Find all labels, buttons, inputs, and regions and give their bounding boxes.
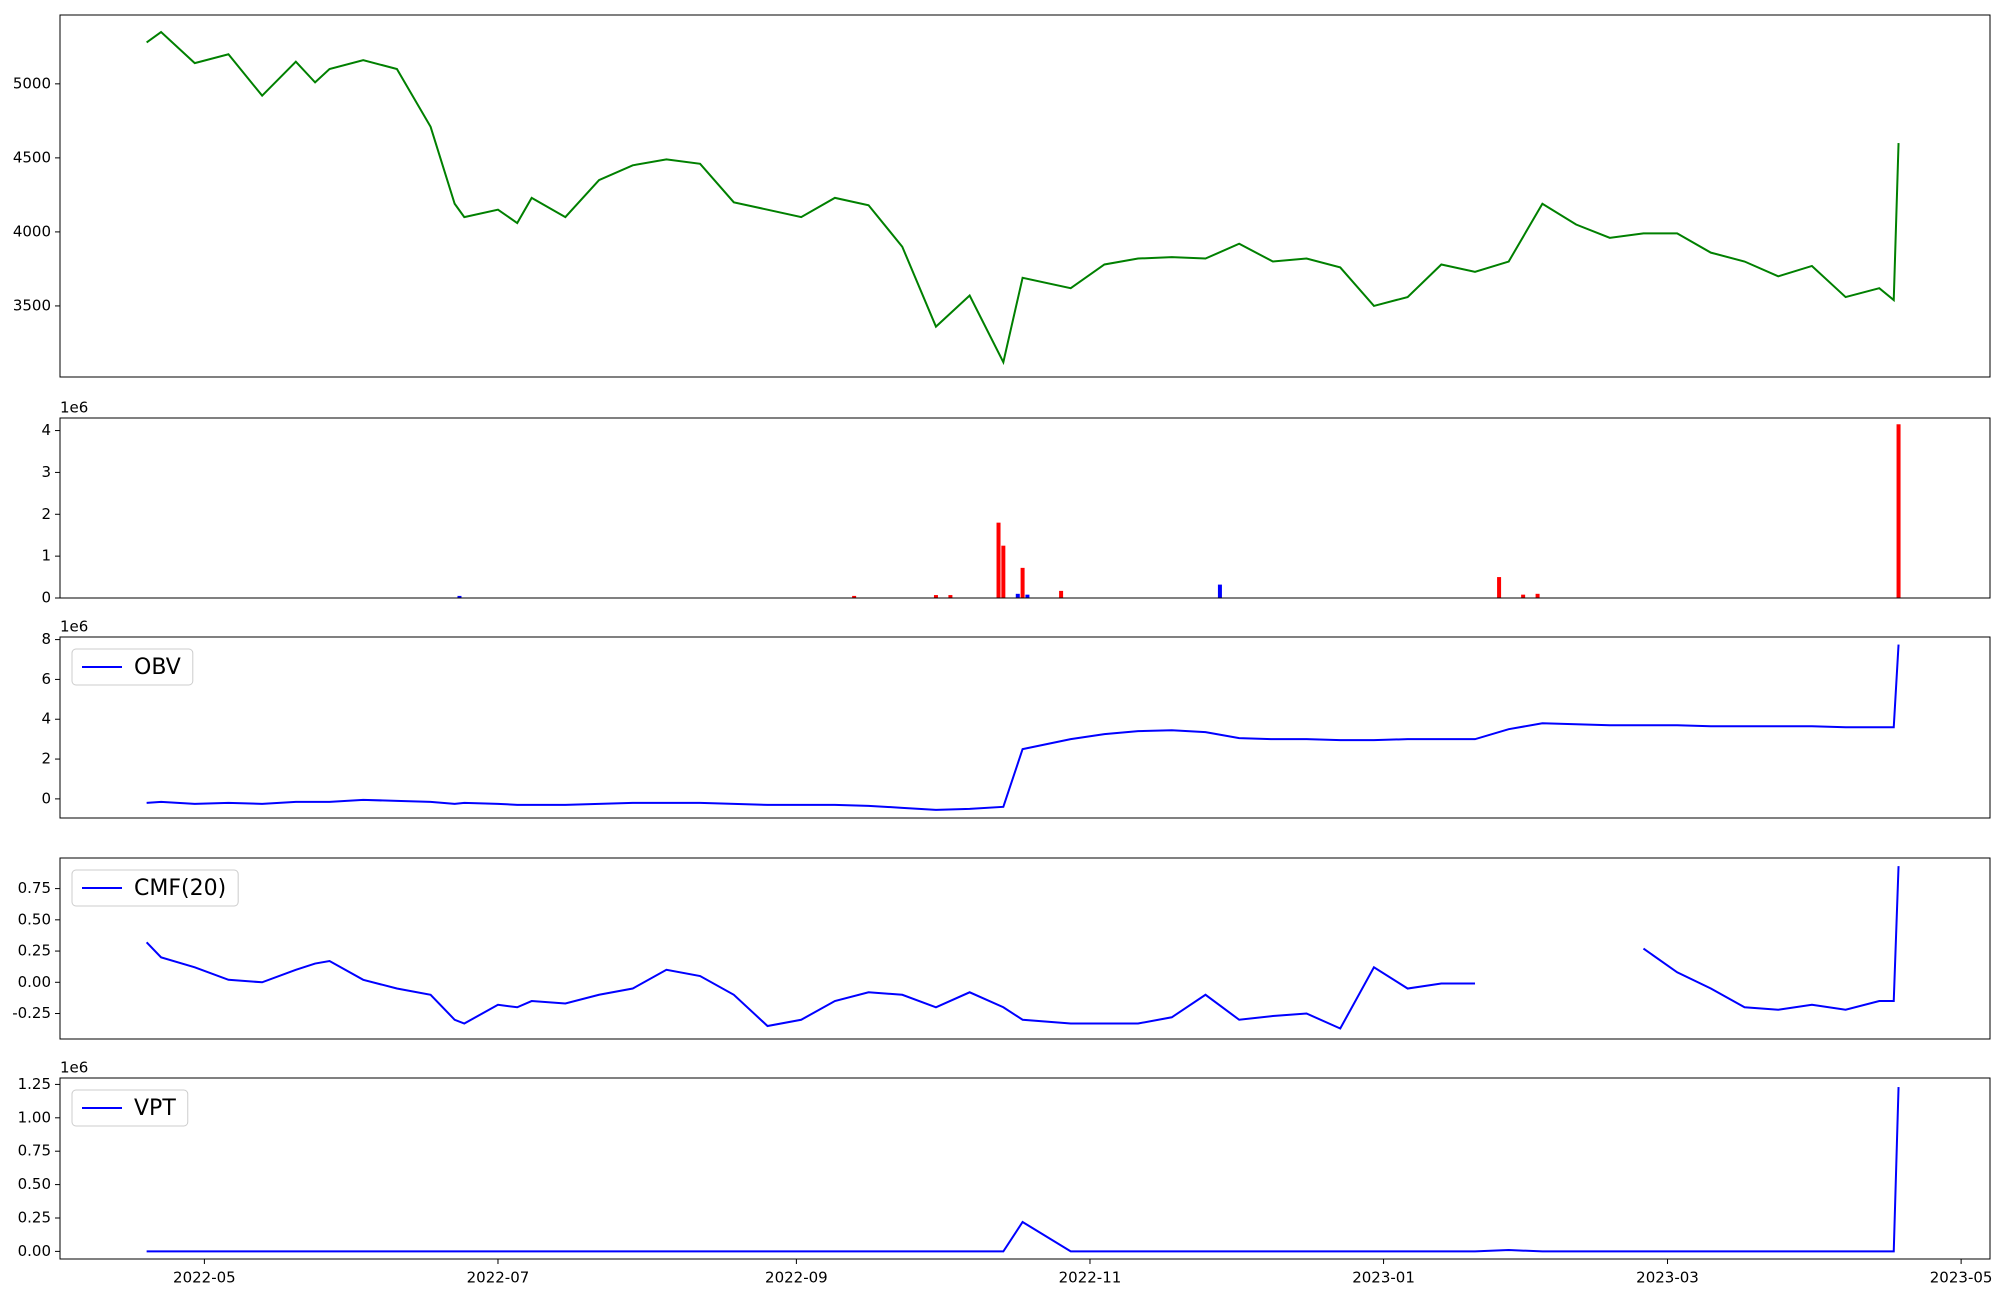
bar [852,595,857,598]
y-tick-label: 0 [41,589,51,607]
bar [1896,424,1901,598]
plot-frame [59,1077,1991,1260]
x-tick-label: 2022-05 [173,1269,236,1287]
y-tick-label: 1.00 [18,1108,51,1126]
series-line [145,866,1900,1030]
legend-label: VPT [134,1096,176,1121]
bar [1020,567,1025,598]
legend-box [71,648,194,686]
offset-label: 1e6 [60,618,88,636]
y-tick-label: 4 [41,421,51,439]
bar [457,595,462,598]
series-line [146,1087,1900,1253]
plot-frame [59,857,1991,1040]
bar [1217,584,1222,598]
legend-box [71,869,239,907]
bar [948,595,953,598]
y-tick-label: 3 [41,463,51,481]
series-line [146,30,1900,366]
y-tick-label: 1 [41,547,51,565]
bar [1015,593,1020,598]
bar [1535,593,1540,598]
bar [1025,594,1030,598]
y-tick-label: 4500 [13,148,51,166]
y-tick-label: 3500 [13,296,51,314]
plot-frame [59,14,1991,378]
offset-label: 1e6 [60,399,88,417]
legend-label: OBV [134,655,181,680]
bar [933,595,938,598]
y-tick-label: 0.25 [18,942,51,960]
y-tick-label: 5000 [13,74,51,92]
y-tick-label: 2 [41,505,51,523]
y-tick-label: 4 [41,710,51,728]
bar [1001,545,1006,598]
y-tick-label: 0.75 [18,1142,51,1160]
y-tick-label: 0.25 [18,1208,51,1226]
y-tick-label: 8 [41,630,51,648]
y-tick-label: 0 [41,789,51,807]
y-tick-label: 4000 [13,222,51,240]
bar [1497,577,1502,598]
y-tick-label: 6 [41,670,51,688]
x-tick-label: 2023-01 [1352,1269,1415,1287]
plot-frame [59,636,1991,819]
x-tick-label: 2023-03 [1636,1269,1699,1287]
y-tick-label: -0.25 [12,1004,51,1022]
y-tick-label: 0.50 [18,1175,51,1193]
bar [1059,590,1064,598]
x-tick-label: 2022-07 [467,1269,530,1287]
y-tick-label: 0.00 [18,1242,51,1260]
offset-label: 1e6 [60,1059,88,1077]
series-line [146,644,1900,811]
x-tick-label: 2022-09 [765,1269,828,1287]
y-tick-label: 2 [41,750,51,768]
legend-box [71,1089,189,1127]
x-tick-label: 2023-05 [1930,1269,1993,1287]
bar [1521,594,1526,598]
y-tick-label: 0.75 [18,879,51,897]
y-tick-label: 0.00 [18,973,51,991]
x-tick-label: 2022-11 [1059,1269,1122,1287]
legend-label: CMF(20) [134,876,226,901]
y-tick-label: 1.25 [18,1075,51,1093]
y-tick-label: 0.50 [18,910,51,928]
bar [996,522,1001,598]
plot-frame [59,417,1991,599]
